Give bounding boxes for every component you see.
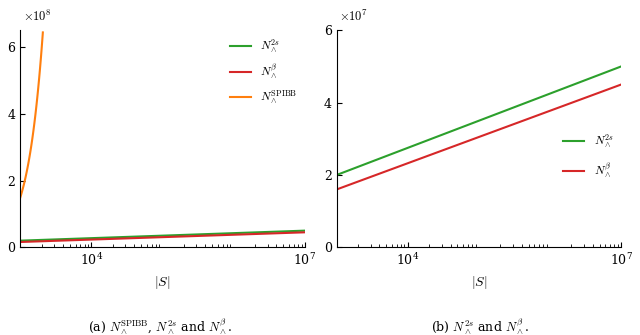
X-axis label: $|S|$: $|S|$ xyxy=(470,274,487,291)
Text: (b) $N_\wedge^{2s}$ and $N_\wedge^{\beta}$.: (b) $N_\wedge^{2s}$ and $N_\wedge^{\beta… xyxy=(431,317,529,335)
Text: $\times 10^7$: $\times 10^7$ xyxy=(339,9,369,24)
Legend: $N_\wedge^{2s}$, $N_\wedge^{\beta}$: $N_\wedge^{2s}$, $N_\wedge^{\beta}$ xyxy=(558,128,619,185)
Text: $\times 10^8$: $\times 10^8$ xyxy=(23,9,52,24)
Legend: $N_\wedge^{2s}$, $N_\wedge^{\beta}$, $N_\wedge^{\mathrm{SPIBB}}$: $N_\wedge^{2s}$, $N_\wedge^{\beta}$, $N_… xyxy=(225,33,303,111)
Text: (a) $N_\wedge^{\mathrm{SPIBB}}$, $N_\wedge^{2s}$ and $N_\wedge^{\beta}$.: (a) $N_\wedge^{\mathrm{SPIBB}}$, $N_\wed… xyxy=(88,317,232,335)
X-axis label: $|S|$: $|S|$ xyxy=(154,274,171,291)
